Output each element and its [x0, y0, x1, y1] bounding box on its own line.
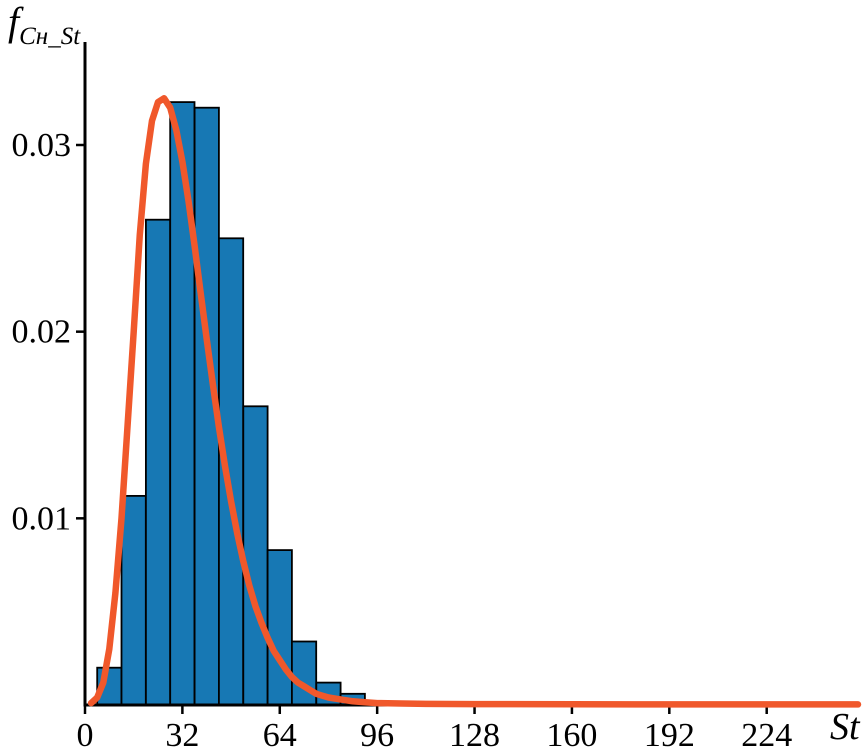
x-tick-label: 160 — [546, 717, 597, 750]
y-axis-label-symbol: f — [8, 0, 20, 44]
histogram-bar — [217, 237, 245, 706]
histogram-bar — [290, 640, 318, 706]
y-axis-label: fCн_St — [8, 2, 80, 49]
x-tick-label: 192 — [644, 717, 695, 750]
y-tick-label: 0.01 — [12, 500, 72, 537]
x-tick-label: 128 — [449, 717, 500, 750]
x-tick-label: 32 — [165, 717, 199, 750]
x-axis-label: St — [830, 706, 860, 748]
x-tick-label: 96 — [360, 717, 394, 750]
x-tick-label: 0 — [77, 717, 94, 750]
y-axis-label-subscript: Cн_St — [19, 22, 81, 50]
x-tick-label: 224 — [741, 717, 792, 750]
histogram-bar — [169, 101, 196, 706]
y-tick-label: 0.03 — [12, 127, 72, 164]
histogram-bar — [242, 405, 269, 706]
fit-curve — [87, 95, 862, 708]
y-tick-label: 0.02 — [12, 314, 72, 351]
histogram-bar — [120, 494, 147, 706]
x-tick-label: 64 — [263, 717, 297, 750]
histogram-bar — [266, 549, 293, 706]
histogram-bar — [144, 218, 172, 706]
